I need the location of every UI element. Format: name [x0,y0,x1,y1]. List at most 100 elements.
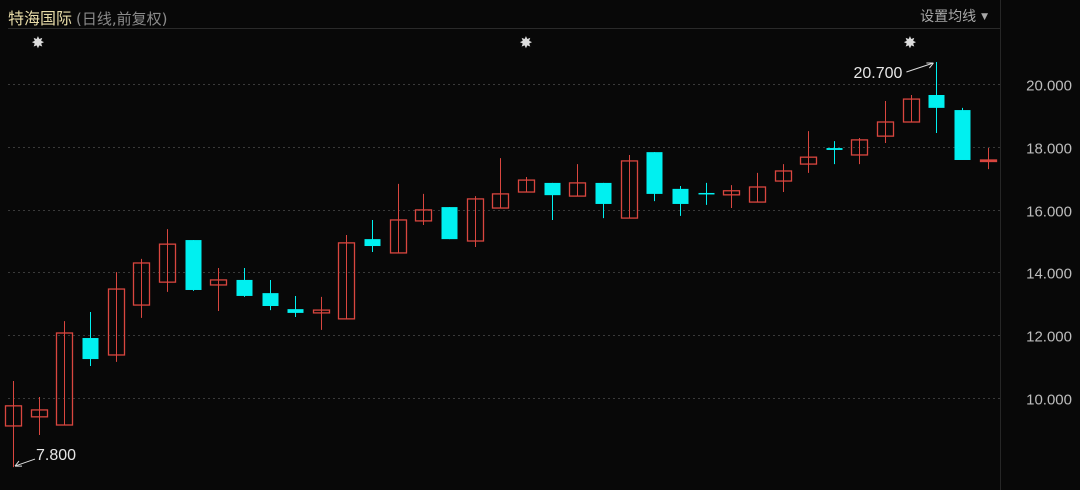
star-icon: ✸ [31,33,44,52]
candle-up [132,258,151,318]
annotation-arrow [906,62,934,73]
candle-down [698,182,715,205]
candle-up [876,100,895,144]
candle-up [620,154,639,219]
y-tick-label: 20.000 [1026,78,1072,95]
candle-body [979,159,998,163]
stock-name: 特海国际 [8,9,73,28]
candle-up [774,164,793,193]
candle-body [491,193,510,209]
candle-body [698,192,715,195]
candle-body [55,332,74,426]
candle-body [928,94,945,108]
ma-button-label: 设置均线 [920,9,977,25]
high-price-label: 20.700 [853,65,902,82]
candle-body [568,182,587,197]
candle-down [236,268,253,297]
y-tick-label: 14.000 [1026,266,1072,283]
candle-body [209,279,228,286]
candle-down [441,207,458,240]
candle-body [544,182,561,196]
candle-body [954,110,971,160]
candle-up [517,176,536,193]
candle-up [491,158,510,209]
star-icon: ✸ [519,33,532,52]
candle-body [82,338,99,360]
set-moving-average-button[interactable]: 设置均线 ▼ [920,6,988,26]
candle-up [158,229,177,292]
candle-body [4,405,23,427]
axis-divider [1000,0,1001,490]
candle-body [158,243,177,283]
candle-up [55,321,74,426]
annotation-arrow [14,458,36,467]
low-price-label: 7.800 [36,447,76,464]
y-tick-label: 10.000 [1026,392,1072,409]
candle-down [287,295,304,317]
candle-body [441,207,458,240]
candle-down [928,62,945,133]
candle-up [107,272,126,362]
candle-down [954,107,971,160]
candle-up [568,164,587,197]
candle-body [337,242,356,320]
candle-body [414,209,433,222]
y-tick-label: 16.000 [1026,204,1072,221]
candle-body [722,190,741,196]
candle-body [646,152,663,194]
candle-body [748,186,767,203]
candle-body [364,239,381,247]
arrow-head-icon [14,460,22,467]
y-tick-label: 12.000 [1026,329,1072,346]
caret-down-icon: ▼ [981,12,988,22]
candle-up [389,183,408,254]
candle-down [185,240,202,291]
candle-down [672,186,689,216]
candle-down [595,182,612,219]
candle-body [236,279,253,296]
y-tick-label: 18.000 [1026,141,1072,158]
candle-down [262,279,279,311]
candle-up [850,138,869,165]
candle-body [672,188,689,204]
candle-up [722,185,741,209]
candle-up [466,196,485,247]
candle-up [748,172,767,203]
candle-body [850,139,869,156]
candle-down [82,311,99,366]
candle-up [414,193,433,225]
candle-up [312,296,331,330]
candle-down [544,182,561,220]
candle-body [826,148,843,150]
candle-body [595,182,612,204]
candle-body [517,179,536,193]
candle-body [774,170,793,182]
chart-title: 特海国际 (日线,前复权) [8,5,168,29]
candle-body [876,121,895,137]
star-icon: ✸ [903,33,916,52]
candle-body [287,309,304,313]
candle-down [646,152,663,202]
candle-body [312,309,331,314]
candle-body [799,156,818,165]
candle-up [4,381,23,468]
candle-body [185,240,202,290]
candle-down [826,141,843,165]
candle-body [262,293,279,306]
candle-body [107,288,126,356]
candle-up [209,268,228,312]
candle-down [364,219,381,252]
candle-up [902,94,921,123]
chart-subtitle: (日线,前复权) [76,10,168,28]
candle-body [389,219,408,254]
candle-body [132,262,151,306]
candle-up [337,235,356,320]
header-divider [8,28,1000,29]
arrow-head-icon [926,62,934,69]
candle-up [799,131,818,173]
candle-body [466,198,485,242]
candle-up [30,397,49,436]
candle-body [902,98,921,123]
candle-up [979,148,998,170]
